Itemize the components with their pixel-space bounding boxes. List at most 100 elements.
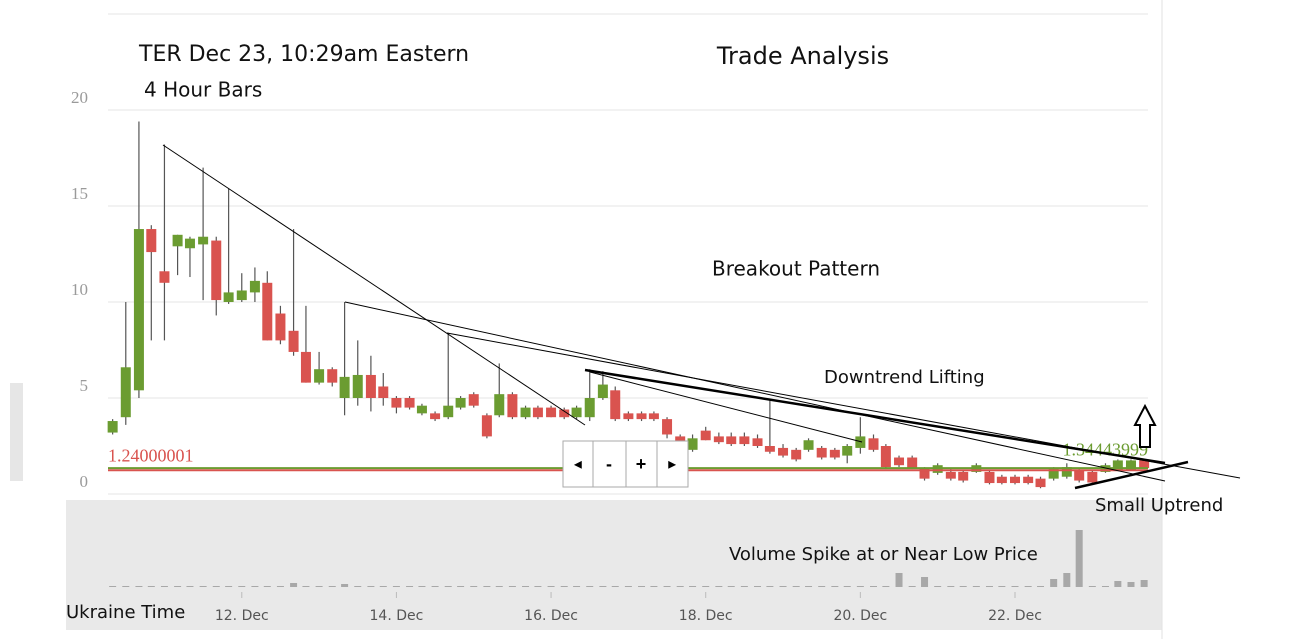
- candle-body: [1061, 467, 1072, 477]
- nav-right[interactable]: ▸: [667, 456, 676, 472]
- volume-bar: [856, 586, 864, 587]
- volume-bar: [328, 586, 336, 587]
- y-tick-label: 0: [80, 472, 89, 491]
- candle-body: [223, 292, 234, 302]
- volume-bar: [406, 586, 414, 587]
- volume-bar: [843, 586, 851, 587]
- annotation: Trade Analysis: [716, 42, 889, 70]
- x-tick-label: 12. Dec: [215, 608, 269, 624]
- candle-body: [687, 438, 698, 450]
- candle-body: [907, 457, 918, 469]
- candle-body: [984, 471, 995, 484]
- candle-body: [778, 447, 789, 456]
- volume-bar: [1114, 581, 1122, 587]
- candle-body: [532, 407, 543, 418]
- volume-bar: [483, 586, 491, 587]
- volume-panel: [66, 500, 1162, 630]
- nav-left[interactable]: ◂: [573, 456, 582, 472]
- nav-zoom-in[interactable]: +: [636, 454, 647, 474]
- volume-bar: [947, 586, 955, 587]
- volume-bar: [650, 586, 658, 587]
- candle-body: [700, 430, 711, 441]
- volume-bar: [624, 586, 632, 587]
- volume-bar: [702, 586, 710, 587]
- volume-bar: [109, 586, 117, 587]
- candle-body: [172, 234, 183, 247]
- candle-body: [571, 407, 582, 418]
- annotation: Breakout Pattern: [712, 257, 880, 281]
- volume-bar: [1024, 586, 1032, 587]
- candle-body: [391, 398, 402, 408]
- candle-body: [894, 457, 905, 466]
- candle-body: [816, 447, 827, 458]
- chart-title: TER Dec 23, 10:29am Eastern: [138, 42, 469, 67]
- volume-bar: [251, 586, 259, 587]
- volume-bar: [547, 586, 555, 587]
- candle-body: [159, 271, 170, 283]
- candle-body: [610, 390, 621, 420]
- nav-zoom-out[interactable]: -: [606, 454, 612, 474]
- candle-body: [494, 394, 505, 416]
- candle-body: [468, 394, 479, 406]
- volume-bar: [1075, 530, 1083, 587]
- candle-body: [803, 440, 814, 450]
- volume-bar: [354, 586, 362, 587]
- x-tick-label: 18. Dec: [679, 608, 733, 624]
- volume: [109, 530, 1148, 587]
- volume-bar: [276, 586, 284, 587]
- volume-bar: [225, 586, 233, 587]
- candle-body: [1010, 476, 1021, 484]
- volume-bar: [676, 586, 684, 587]
- volume-bar: [934, 586, 942, 587]
- candle-body: [636, 413, 647, 420]
- volume-bar: [290, 583, 298, 587]
- candle-body: [791, 449, 802, 460]
- candle-body: [416, 405, 427, 414]
- candle-body: [300, 351, 311, 383]
- volume-bar: [1011, 586, 1019, 587]
- volume-bar: [818, 586, 826, 587]
- volume-bar: [1140, 580, 1148, 587]
- chart-subtitle: 4 Hour Bars: [144, 78, 262, 102]
- volume-bar: [1088, 586, 1096, 587]
- volume-bar: [870, 586, 878, 587]
- volume-bar: [805, 586, 813, 587]
- grid: 0 5 10 15 20 12. Dec 14. Dec 16. Dec 18. Dec 20. …: [71, 13, 1148, 624]
- price-line-label: 1.34443999: [1063, 439, 1149, 459]
- volume-bar: [147, 586, 155, 587]
- volume-bar: [418, 586, 426, 587]
- volume-bar: [457, 586, 465, 587]
- candle-body: [584, 398, 595, 418]
- candle-body: [288, 330, 299, 352]
- candle-body: [597, 384, 608, 398]
- candle-body: [764, 446, 775, 452]
- candle-body: [559, 409, 570, 418]
- side-panel: [10, 383, 23, 481]
- volume-bar: [263, 586, 271, 587]
- volume-bar: [689, 586, 697, 587]
- candle-body: [443, 405, 454, 418]
- candle-body: [662, 419, 673, 435]
- volume-bar: [379, 586, 387, 587]
- candle-body: [184, 238, 195, 249]
- volume-bar: [959, 586, 967, 587]
- candle-body: [1048, 469, 1059, 479]
- candle-body: [211, 240, 222, 301]
- volume-bar: [586, 586, 594, 587]
- x-tick-label: 16. Dec: [524, 608, 578, 624]
- candle-body: [520, 407, 531, 418]
- volume-bar: [985, 586, 993, 587]
- candle-body: [133, 229, 144, 391]
- volume-bar: [199, 586, 207, 587]
- navigator[interactable]: ◂ - + ▸: [562, 440, 689, 488]
- candle-body: [675, 436, 686, 443]
- volume-bar: [831, 586, 839, 587]
- volume-bar: [495, 586, 503, 587]
- candle-body: [146, 229, 157, 253]
- candle-body: [958, 471, 969, 481]
- volume-bar: [444, 586, 452, 587]
- candle-body: [1125, 460, 1136, 470]
- candle-body: [236, 290, 247, 301]
- volume-bar: [174, 586, 182, 587]
